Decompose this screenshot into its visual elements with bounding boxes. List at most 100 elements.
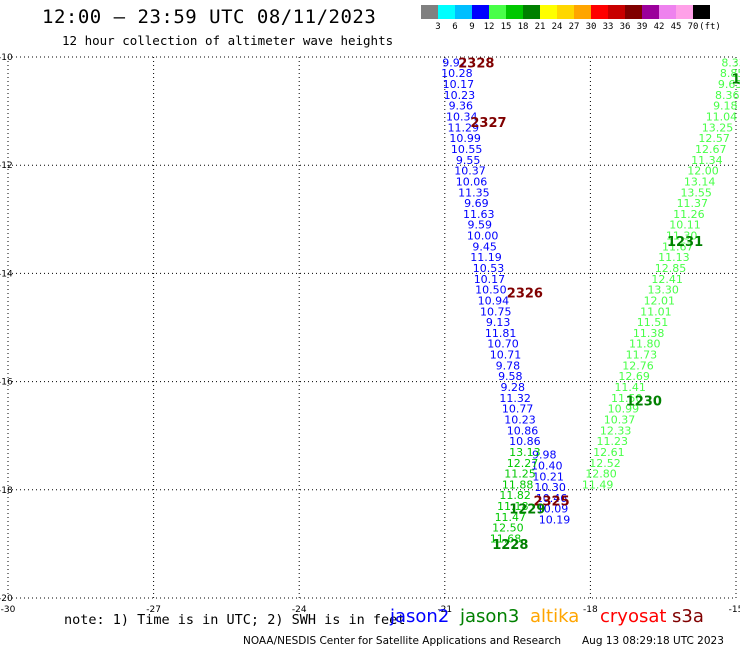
- data-point-jason3: 10.11: [669, 219, 701, 232]
- data-point-jason2: 10.23: [504, 413, 536, 426]
- x-tick-label: -24: [292, 605, 307, 615]
- data-point-jason2: 9.58: [498, 370, 523, 383]
- y-tick-label: -14: [0, 269, 13, 279]
- data-point-jason2: 10.19: [539, 514, 571, 527]
- data-point-jason3: 13.25: [702, 121, 734, 134]
- legend-tick-label: 9: [469, 22, 475, 32]
- legend-swatch: [506, 5, 523, 19]
- time-label: 2328: [458, 56, 494, 71]
- data-point-jason2: 10.86: [507, 424, 539, 437]
- y-tick-label: -10: [0, 53, 13, 63]
- y-tick-label: -20: [0, 594, 13, 604]
- data-point-jason3: 12.67: [695, 143, 727, 156]
- data-point-jason3: 11.49: [582, 478, 614, 491]
- data-point-jason2: 10.70: [487, 338, 519, 351]
- data-point-jason3: 12.57: [698, 132, 730, 145]
- legend-tick-label: 33: [602, 22, 614, 32]
- data-point-jason3: 10.99: [608, 403, 640, 416]
- data-point-jason3: 11.67: [662, 240, 694, 253]
- data-point-jason3: 11.41: [614, 381, 646, 394]
- data-point-jason2: 9.45: [472, 240, 497, 253]
- color-scale-legend: [421, 5, 710, 19]
- legend-tick-label: 42: [653, 22, 665, 32]
- data-point-jason2: 11.63: [463, 208, 495, 221]
- data-point-jason2: 11.29: [447, 121, 479, 134]
- data-point-jason2: 9.36: [449, 100, 474, 113]
- legend-tick-label: 24: [551, 22, 563, 32]
- legend-s3a: s3a: [672, 606, 704, 627]
- data-point-jason3: 12.85: [655, 262, 687, 275]
- data-point-jason3: 12.00: [687, 165, 719, 178]
- data-point-jason2: 10.55: [451, 143, 483, 156]
- data-point-jason2: 10.21: [532, 470, 564, 483]
- data-point-jason3: 8.36: [715, 89, 740, 102]
- data-point-jason2: 10.06: [456, 175, 488, 188]
- data-point-jason2: 10.94: [478, 294, 510, 307]
- time-label: 2326: [507, 286, 543, 301]
- y-tick-label: -16: [0, 378, 13, 388]
- legend-swatch: [557, 5, 574, 19]
- legend-swatch: [523, 5, 540, 19]
- data-point-jason2: 9.59: [467, 219, 492, 232]
- data-point-jason2: 10.09: [537, 503, 569, 516]
- data-point-jason2: 11.35: [458, 186, 490, 199]
- legend-tick-label: 21: [534, 22, 546, 32]
- legend-tick-label: 30: [585, 22, 597, 32]
- x-tick-label: -21: [437, 605, 452, 615]
- x-tick-label: -15: [729, 605, 740, 615]
- data-point-jason2: 10.37: [454, 165, 486, 178]
- time-label: 2325: [533, 495, 569, 510]
- data-point-jason3: 11.80: [629, 338, 661, 351]
- x-tick-label: -27: [146, 605, 161, 615]
- data-point-jason3: 11.38: [633, 327, 665, 340]
- data-point-jason3: 12.50: [492, 522, 524, 535]
- legend-swatch: [421, 5, 438, 19]
- chart-title: 12:00 – 23:59 UTC 08/11/2023: [42, 6, 377, 28]
- data-point-jason3: 10.37: [604, 413, 636, 426]
- legend-swatch: [489, 5, 506, 19]
- data-point-jason3: 11.26: [673, 208, 705, 221]
- data-point-jason2: 10.75: [480, 305, 512, 318]
- legend-swatch: [625, 5, 642, 19]
- data-point-jason2: 11.81: [485, 327, 517, 340]
- legend-tick-label: 15: [500, 22, 512, 32]
- data-point-jason3: 11.88: [502, 478, 534, 491]
- data-point-jason3: 12.69: [618, 370, 650, 383]
- data-point-jason2: 9.13: [486, 316, 511, 329]
- data-point-jason2: 10.28: [441, 67, 473, 80]
- legend-altika: altika: [530, 606, 580, 627]
- data-point-jason3: 11.18: [497, 500, 529, 513]
- legend-tick-label: 70: [687, 22, 699, 32]
- legend-swatch: [642, 5, 659, 19]
- chart-subtitle: 12 hour collection of altimeter wave hei…: [62, 33, 394, 48]
- legend-swatch: [693, 5, 710, 19]
- data-point-jason3: 9.18: [713, 100, 738, 113]
- data-point-jason2: 9.98: [532, 449, 557, 462]
- data-point-jason3: 11.30: [666, 230, 698, 243]
- time-label: 1231: [667, 235, 703, 250]
- data-point-jason2: 10.71: [490, 349, 522, 362]
- legend-swatch: [472, 5, 489, 19]
- data-point-jason3: 8.85: [720, 67, 740, 80]
- footer-agency: NOAA/NESDIS Center for Satellite Applica…: [243, 635, 561, 647]
- legend-swatch: [608, 5, 625, 19]
- legend-tick-label: (ft): [699, 22, 721, 32]
- legend-cryosat: cryosat: [600, 606, 667, 627]
- data-point-jason2: 9.69: [464, 197, 489, 210]
- legend-swatch: [591, 5, 608, 19]
- data-point-jason3: 11.47: [495, 511, 527, 524]
- data-point-jason3: 13.30: [647, 284, 679, 297]
- data-point-jason2: 10.17: [443, 78, 475, 91]
- time-label: 2327: [470, 116, 506, 131]
- data-point-jason2: 10.99: [449, 132, 481, 145]
- legend-tick-label: 12: [483, 22, 495, 32]
- data-point-jason3: 11.73: [626, 349, 658, 362]
- data-point-jason2: 10.34: [446, 111, 478, 124]
- time-label: 1229: [509, 503, 545, 518]
- data-point-jason2: 9.97: [442, 56, 467, 69]
- time-label: 1230: [626, 395, 662, 410]
- data-point-jason2: 10.17: [474, 273, 506, 286]
- data-point-jason2: 10.23: [444, 89, 476, 102]
- legend-jason3: jason3: [460, 606, 520, 627]
